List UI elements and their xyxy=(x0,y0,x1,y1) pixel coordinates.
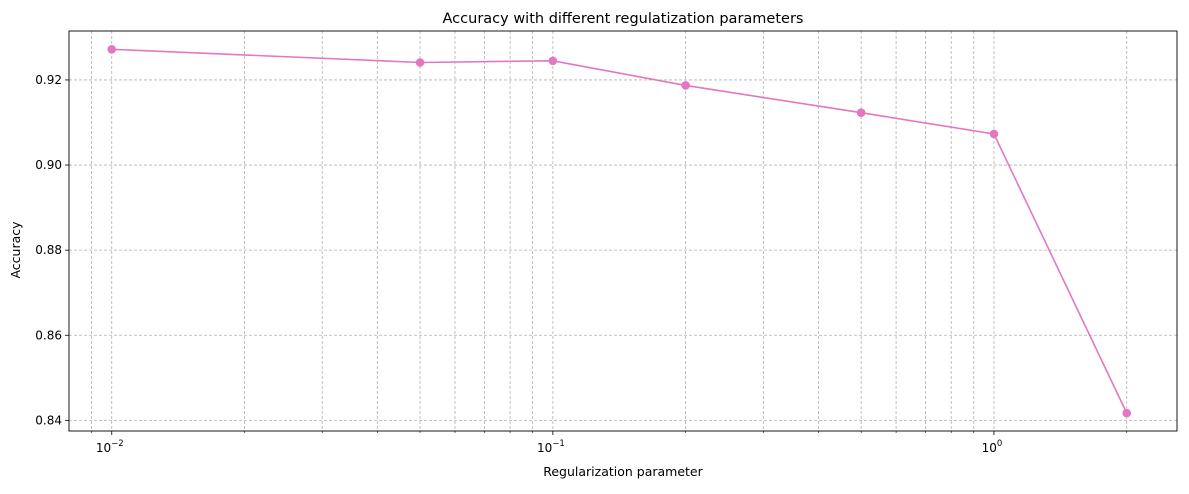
series-layer xyxy=(107,44,1132,418)
grid-layer xyxy=(69,31,1177,431)
x-axis-label: Regularization parameter xyxy=(543,464,703,479)
chart-title: Accuracy with different regulatization p… xyxy=(443,11,804,27)
data-point xyxy=(989,129,999,139)
y-tick-label: 0.92 xyxy=(35,73,62,87)
x-tick-label: 10−2 xyxy=(96,439,124,455)
data-point xyxy=(415,58,425,67)
y-tick-label: 0.84 xyxy=(35,413,62,427)
series-line xyxy=(111,48,1128,414)
data-point xyxy=(856,108,866,118)
axes-layer: 10−2 10−1 100 0.84 0.86 0.88 0.90 0.92 xyxy=(35,30,1178,455)
data-point xyxy=(681,81,690,90)
data-point xyxy=(1122,408,1132,418)
data-point xyxy=(548,56,558,66)
y-tick-label: 0.86 xyxy=(35,328,62,342)
y-tick-label: 0.88 xyxy=(35,243,62,257)
plot-frame xyxy=(68,30,1178,432)
x-tick-label: 100 xyxy=(982,439,1003,455)
y-axis-label: Accuracy xyxy=(8,221,23,279)
data-point xyxy=(107,44,117,54)
y-tick-label: 0.90 xyxy=(35,158,62,172)
x-tick-label: 10−1 xyxy=(537,439,565,455)
